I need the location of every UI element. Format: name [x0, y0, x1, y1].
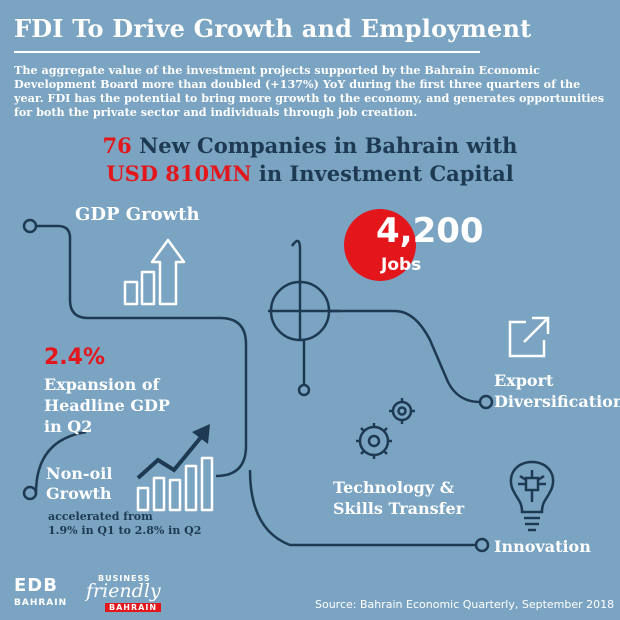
- export-arrow-icon: [508, 316, 550, 358]
- edb-logo: EDB: [14, 575, 58, 596]
- business-friendly-top: BUSINESS: [98, 574, 151, 583]
- intro-paragraph: The aggregate value of the investment pr…: [14, 63, 605, 119]
- gears-icon: [356, 398, 415, 459]
- connector-node: [22, 218, 38, 234]
- tech-text-1: Technology &: [333, 478, 455, 497]
- export-text-2: Diversification: [494, 392, 620, 411]
- headline-line-2: USD 810MN in Investment Capital: [0, 161, 620, 186]
- edb-logo-sub: BAHRAIN: [14, 598, 68, 608]
- lightbulb-circuit-icon: [509, 460, 555, 532]
- bar-chart-trend-icon: [136, 424, 214, 512]
- nonoil-note-2: 1.9% in Q1 to 2.8% in Q2: [48, 524, 202, 537]
- nonoil-text-2: Growth: [46, 484, 112, 503]
- page-title: FDI To Drive Growth and Employment: [14, 14, 532, 43]
- business-friendly-bahrain: BAHRAIN: [105, 603, 162, 612]
- headline-line-2-text: in Investment Capital: [251, 161, 514, 186]
- export-text-1: Export: [494, 371, 554, 390]
- expansion-text-2: Headline GDP: [44, 396, 170, 415]
- expansion-text-3: in Q2: [44, 417, 93, 436]
- source-note: Source: Bahrain Economic Quarterly, Sept…: [315, 598, 615, 611]
- headline-line-1-text: New Companies in Bahrain with: [131, 133, 518, 158]
- business-friendly-script: friendly: [86, 580, 161, 602]
- new-companies-count: 76: [102, 133, 132, 158]
- headline-line-1: 76 New Companies in Bahrain with: [0, 133, 620, 158]
- gdp-growth-label: GDP Growth: [75, 204, 200, 225]
- expansion-percentage: 2.4%: [44, 345, 106, 370]
- up-arrow-icon: [123, 238, 186, 306]
- jobs-label: Jobs: [381, 255, 422, 275]
- title-divider: [14, 51, 480, 53]
- jobs-number: 4,200: [376, 211, 484, 251]
- nonoil-text-1: Non-oil: [46, 464, 113, 483]
- expansion-text-1: Expansion of: [44, 375, 160, 394]
- investment-capital-value: USD 810MN: [106, 161, 252, 186]
- nonoil-note-1: accelerated from: [48, 510, 153, 523]
- tech-text-2: Skills Transfer: [333, 499, 465, 518]
- innovation-label: Innovation: [494, 537, 591, 556]
- jobs-red-circle: [344, 209, 416, 281]
